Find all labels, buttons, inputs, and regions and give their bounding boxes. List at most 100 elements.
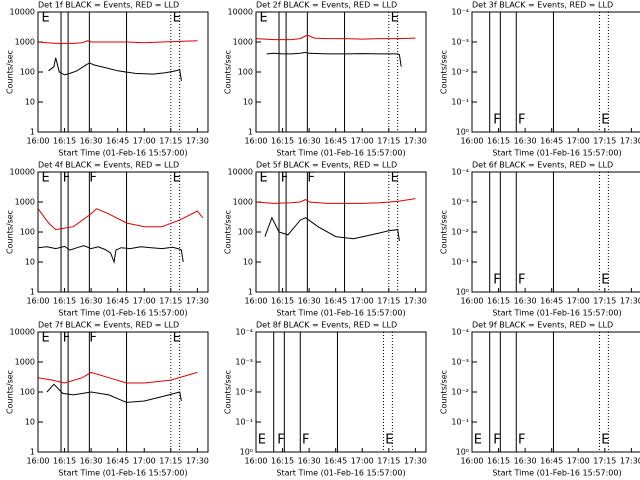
x-axis-label: Start Time (01-Feb-16 15:57:00): [58, 309, 187, 318]
annotation: F: [89, 331, 96, 346]
y-tick-label: 10⁻⁴: [451, 328, 469, 337]
series-line: [264, 216, 400, 242]
y-tick-label: 1000: [233, 198, 253, 207]
plot-frame: [471, 11, 640, 133]
x-tick-label: 17:15: [593, 137, 616, 146]
y-tick-label: 1: [30, 448, 35, 457]
y-tick-label: 10: [25, 258, 35, 267]
x-tick-label: 16:15: [53, 297, 76, 306]
y-tick-label: 10⁻²: [451, 388, 469, 397]
x-tick-label: 16:30: [514, 457, 537, 466]
x-tick-label: 16:15: [487, 297, 510, 306]
plot-frame: [37, 171, 209, 293]
y-tick-label: 1000: [233, 38, 253, 47]
x-tick-label: 16:15: [271, 297, 294, 306]
plot-frame: [37, 11, 209, 133]
y-tick-label: 10000: [228, 168, 253, 177]
x-tick-label: 16:30: [80, 457, 103, 466]
y-tick-label: 10⁻¹: [451, 258, 469, 267]
x-tick-label: 16:45: [540, 297, 563, 306]
annotation: F: [307, 171, 314, 186]
y-axis-label: Counts/sec: [440, 370, 449, 414]
x-tick-label: 16:00: [26, 137, 49, 146]
x-axis-label: Start Time (01-Feb-16 15:57:00): [58, 469, 187, 478]
annotation: F: [518, 273, 525, 288]
annotation: F: [63, 171, 70, 186]
y-tick-label: 10⁻³: [451, 358, 469, 367]
x-tick-label: 16:15: [487, 137, 510, 146]
x-axis-label: Start Time (01-Feb-16 15:57:00): [58, 149, 187, 158]
chart-title: Det 8f BLACK = Events, RED = LLD: [256, 321, 397, 330]
y-tick-label: 1000: [15, 38, 35, 47]
annotation: E: [260, 171, 268, 186]
y-tick-label: 10⁻³: [235, 358, 253, 367]
chart-title: Det 3f BLACK = Events, RED = LLD: [472, 1, 613, 10]
series-line: [266, 51, 402, 67]
series-line: [48, 57, 182, 82]
y-axis-label: Counts/sec: [224, 50, 233, 94]
x-axis-label: Start Time (01-Feb-16 15:57:00): [492, 469, 621, 478]
x-tick-label: 17:30: [186, 137, 209, 146]
y-tick-label: 10000: [228, 8, 253, 17]
x-tick-label: 17:30: [186, 297, 209, 306]
chart-title: Det 7f BLACK = Events, RED = LLD: [38, 321, 179, 330]
y-tick-label: 10⁰: [456, 128, 469, 137]
annotation: E: [474, 433, 482, 448]
x-tick-label: 17:15: [159, 457, 182, 466]
annotation: E: [601, 433, 609, 448]
x-tick-label: 16:45: [324, 137, 347, 146]
x-tick-label: 17:30: [620, 457, 640, 466]
annotation: F: [63, 331, 70, 346]
x-axis-label: Start Time (01-Feb-16 15:57:00): [276, 469, 405, 478]
x-tick-label: 16:45: [106, 297, 129, 306]
x-tick-label: 17:00: [351, 137, 374, 146]
y-tick-label: 10⁻²: [451, 228, 469, 237]
plot-frame: [471, 171, 640, 293]
annotation: F: [493, 433, 500, 448]
x-tick-label: 16:45: [106, 457, 129, 466]
chart-title: Det 2f BLACK = Events, RED = LLD: [256, 1, 397, 10]
x-tick-label: 17:15: [377, 457, 400, 466]
x-tick-label: 17:30: [186, 457, 209, 466]
x-tick-label: 16:00: [460, 297, 483, 306]
x-tick-label: 17:00: [351, 297, 374, 306]
plot-frame: [255, 171, 427, 293]
x-tick-label: 16:15: [487, 457, 510, 466]
y-tick-label: 10⁰: [456, 288, 469, 297]
x-tick-label: 16:00: [244, 297, 267, 306]
y-tick-label: 1: [30, 288, 35, 297]
x-tick-label: 17:30: [404, 297, 427, 306]
x-tick-label: 16:00: [460, 457, 483, 466]
y-tick-label: 10000: [10, 328, 35, 337]
y-tick-label: 1: [248, 288, 253, 297]
y-axis-label: Counts/sec: [440, 210, 449, 254]
x-tick-label: 16:00: [26, 297, 49, 306]
annotation: E: [391, 11, 399, 26]
plot-frame: [255, 11, 427, 133]
x-tick-label: 16:45: [106, 137, 129, 146]
series-line: [255, 198, 416, 204]
x-tick-label: 16:00: [244, 457, 267, 466]
y-tick-label: 1: [248, 128, 253, 137]
x-tick-label: 17:00: [567, 457, 590, 466]
x-tick-label: 17:00: [133, 297, 156, 306]
y-tick-label: 10⁻¹: [451, 418, 469, 427]
y-axis-label: Counts/sec: [6, 370, 15, 414]
x-tick-label: 16:00: [460, 137, 483, 146]
chart-title: Det 1f BLACK = Events, RED = LLD: [38, 1, 179, 10]
y-tick-label: 10⁻²: [235, 388, 253, 397]
y-tick-label: 10: [25, 418, 35, 427]
x-tick-label: 16:15: [53, 137, 76, 146]
y-axis-label: Counts/sec: [440, 50, 449, 94]
y-tick-label: 10⁻¹: [235, 418, 253, 427]
annotation: E: [173, 171, 181, 186]
plot-frame: [255, 331, 427, 453]
y-tick-label: 10: [25, 98, 35, 107]
annotation: E: [258, 433, 266, 448]
annotation: F: [493, 273, 500, 288]
annotation: F: [89, 171, 96, 186]
y-axis-label: Counts/sec: [224, 210, 233, 254]
x-tick-label: 17:00: [351, 457, 374, 466]
x-tick-label: 17:30: [620, 137, 640, 146]
